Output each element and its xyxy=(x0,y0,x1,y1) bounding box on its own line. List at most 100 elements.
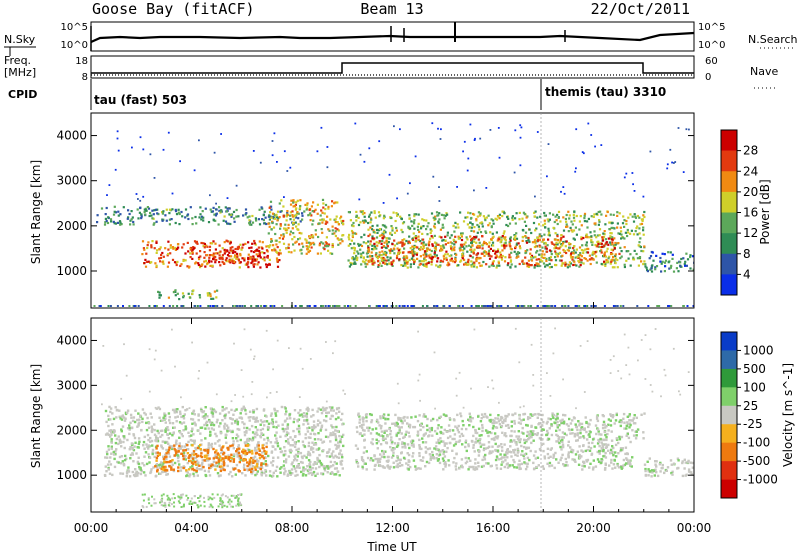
velocity-cell xyxy=(495,464,497,466)
power-cell xyxy=(354,249,356,251)
velocity-cell xyxy=(617,452,619,454)
power-cell xyxy=(232,252,234,254)
velocity-cell xyxy=(505,451,507,453)
velocity-cell xyxy=(262,444,264,446)
power-cell xyxy=(225,251,227,253)
velocity-cell xyxy=(147,434,149,436)
power-cell xyxy=(354,263,356,265)
velocity-cell xyxy=(131,452,133,454)
power-cell xyxy=(289,233,291,235)
velocity-cell xyxy=(623,459,625,461)
velocity-cell xyxy=(276,410,278,412)
power-cell xyxy=(252,222,254,224)
velocity-cell xyxy=(397,466,399,468)
power-cell xyxy=(383,217,385,219)
power-cell xyxy=(543,238,545,240)
power-cell xyxy=(295,201,297,203)
power-cell xyxy=(335,235,337,237)
power-cell xyxy=(247,266,249,268)
power-cell xyxy=(309,209,311,211)
power-cell xyxy=(593,216,595,218)
power-cell xyxy=(253,150,255,152)
velocity-cell xyxy=(134,475,136,477)
power-cell xyxy=(482,225,484,227)
velocity-cell xyxy=(218,475,220,477)
power-cell xyxy=(507,305,509,307)
velocity-cell xyxy=(562,446,564,448)
power-cell xyxy=(363,222,365,224)
power-cell xyxy=(625,173,627,175)
power-cell xyxy=(214,152,216,154)
velocity-cell xyxy=(617,442,619,444)
power-cell xyxy=(575,252,577,254)
power-cell xyxy=(608,228,610,230)
power-cell xyxy=(169,223,171,225)
power-cell xyxy=(327,166,329,168)
power-cell xyxy=(467,170,469,172)
power-cell xyxy=(535,251,537,253)
power-cell xyxy=(369,255,371,257)
power-cell xyxy=(434,235,436,237)
power-cell xyxy=(495,218,497,220)
power-cell xyxy=(236,305,238,307)
power-cell xyxy=(359,221,361,223)
power-cell xyxy=(381,250,383,252)
power-cell xyxy=(457,223,459,225)
velocity-cell xyxy=(481,424,483,426)
power-cell xyxy=(225,221,227,223)
velocity-cell xyxy=(191,444,193,446)
velocity-cell xyxy=(111,448,113,450)
velocity-cell xyxy=(601,444,603,446)
velocity-cell xyxy=(160,461,162,463)
power-cell xyxy=(109,184,111,186)
velocity-cell xyxy=(143,471,145,473)
power-cell xyxy=(462,257,464,259)
power-cell xyxy=(167,266,169,268)
velocity-cell xyxy=(293,465,295,467)
velocity-cell xyxy=(182,415,184,417)
power-cell xyxy=(518,242,520,244)
power-cell xyxy=(583,217,585,219)
power-cell xyxy=(418,231,420,233)
power-cell xyxy=(123,206,125,208)
power-cell xyxy=(591,215,593,217)
power-cell xyxy=(616,259,618,261)
power-cell xyxy=(682,257,684,259)
velocity-cell xyxy=(305,433,307,435)
velocity-cell xyxy=(177,466,179,468)
power-cell xyxy=(483,241,485,243)
velocity-cell xyxy=(255,452,257,454)
power-cell xyxy=(418,239,420,241)
power-cell xyxy=(146,247,148,249)
velocity-cell xyxy=(474,458,476,460)
power-cell xyxy=(631,230,633,232)
velocity-cell xyxy=(341,456,343,458)
power-cell xyxy=(504,260,506,262)
power-cell xyxy=(454,236,456,238)
velocity-cell xyxy=(401,446,403,448)
power-cell xyxy=(593,213,595,215)
power-cell xyxy=(178,223,180,225)
velocity-cell xyxy=(220,449,222,451)
power-cell xyxy=(452,260,454,262)
power-cell xyxy=(189,247,191,249)
power-cell xyxy=(495,257,497,259)
power-cell xyxy=(562,186,564,188)
velocity-cell xyxy=(558,429,560,431)
power-cell xyxy=(683,171,685,173)
velocity-cell xyxy=(228,411,230,413)
velocity-cell xyxy=(212,412,214,414)
velocity-cell xyxy=(177,454,179,456)
power-cell xyxy=(388,241,390,243)
power-cell xyxy=(676,267,678,269)
power-cell xyxy=(579,246,581,248)
power-cell xyxy=(501,259,503,261)
power-cell xyxy=(279,228,281,230)
power-cell xyxy=(594,146,596,148)
power-cell xyxy=(331,205,333,207)
velocity-cell xyxy=(379,453,381,455)
power-cell xyxy=(438,186,440,188)
power-cell xyxy=(595,305,597,307)
velocity-cell xyxy=(466,450,468,452)
velocity-cell xyxy=(565,458,567,460)
